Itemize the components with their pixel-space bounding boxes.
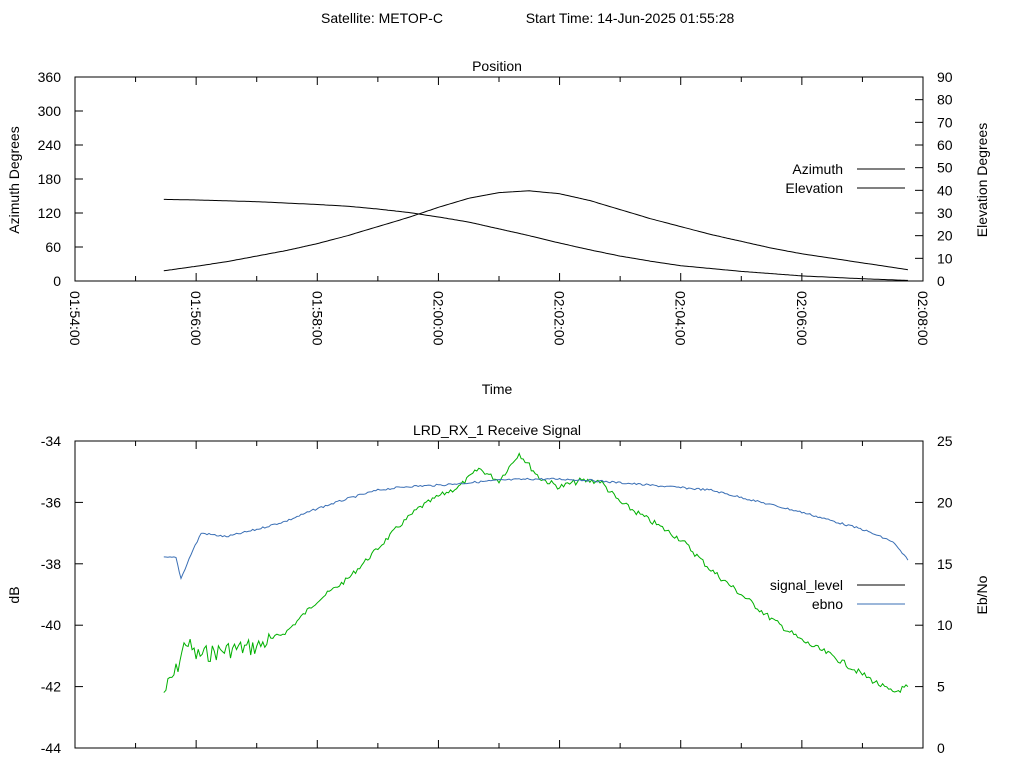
legend-label-signal_level: signal_level [770, 577, 843, 593]
series-line-ebno [163, 477, 909, 581]
y2-tick-label: 5 [937, 679, 945, 695]
position-chart-title: Position [472, 58, 522, 74]
x-tick-label: 02:02:00 [552, 291, 568, 346]
position-x-axis-title: Time [482, 381, 513, 397]
y2-tick-label: 25 [937, 433, 953, 449]
y2-tick-label: 0 [937, 740, 945, 756]
x-tick-label: 02:00:00 [430, 291, 446, 346]
y2-tick-label: 10 [937, 617, 953, 633]
y2-tick-label: 40 [937, 182, 953, 198]
y-tick-label: -34 [41, 433, 61, 449]
series-line-azimuth [163, 198, 908, 281]
y-tick-label: 60 [45, 239, 61, 255]
x-tick-label: 01:58:00 [309, 291, 325, 346]
y2-tick-label: 20 [937, 228, 953, 244]
y-tick-label: 240 [38, 137, 62, 153]
x-tick-label: 02:06:00 [794, 291, 810, 346]
y-tick-label: 360 [38, 69, 62, 85]
y2-tick-label: 70 [937, 114, 953, 130]
y-tick-label: -40 [41, 617, 61, 633]
position-y2-axis-title: Elevation Degrees [974, 123, 990, 237]
receive-signal-y2-axis-title: Eb/No [974, 575, 990, 614]
y-tick-label: -38 [41, 556, 61, 572]
y-tick-label: 120 [38, 205, 62, 221]
legend-label-ebno: ebno [812, 596, 843, 612]
receive-signal-chart: LRD_RX_1 Receive Signal dB Eb/No -44 -42 -… [6, 422, 990, 756]
y-tick-label: 300 [38, 103, 62, 119]
x-tick-label: 01:56:00 [188, 291, 204, 346]
y2-tick-label: 10 [937, 250, 953, 266]
y2-tick-label: 20 [937, 494, 953, 510]
receive-signal-y-axis-title: dB [6, 586, 22, 603]
x-tick-label: 01:54:00 [67, 291, 83, 346]
x-tick-label: 02:08:00 [915, 291, 931, 346]
legend-label-elevation: Elevation [785, 180, 843, 196]
y2-tick-label: 50 [937, 160, 953, 176]
y-tick-label: -42 [41, 679, 61, 695]
y-tick-label: -44 [41, 740, 61, 756]
y2-tick-label: 30 [937, 205, 953, 221]
y2-tick-label: 90 [937, 69, 953, 85]
x-tick-label: 02:04:00 [673, 291, 689, 346]
series-line-elevation [163, 190, 908, 272]
receive-signal-chart-title: LRD_RX_1 Receive Signal [413, 422, 581, 438]
series-line-signal_level [163, 452, 909, 694]
header-satellite: Satellite: METOP-C [321, 10, 443, 26]
plot-frame [74, 440, 924, 749]
plot-frame [74, 76, 924, 282]
y-tick-label: 0 [53, 273, 61, 289]
y2-tick-label: 15 [937, 556, 953, 572]
legend-label-azimuth: Azimuth [792, 161, 843, 177]
y2-tick-label: 60 [937, 137, 953, 153]
header-start-time: Start Time: 14-Jun-2025 01:55:28 [526, 10, 735, 26]
position-y-axis-title: Azimuth Degrees [6, 126, 22, 233]
y-tick-label: 180 [38, 171, 62, 187]
position-chart: Position Azimuth Degrees Elevation Degre… [6, 58, 990, 397]
y2-tick-label: 80 [937, 92, 953, 108]
y-tick-label: -36 [41, 494, 61, 510]
y2-tick-label: 0 [937, 273, 945, 289]
